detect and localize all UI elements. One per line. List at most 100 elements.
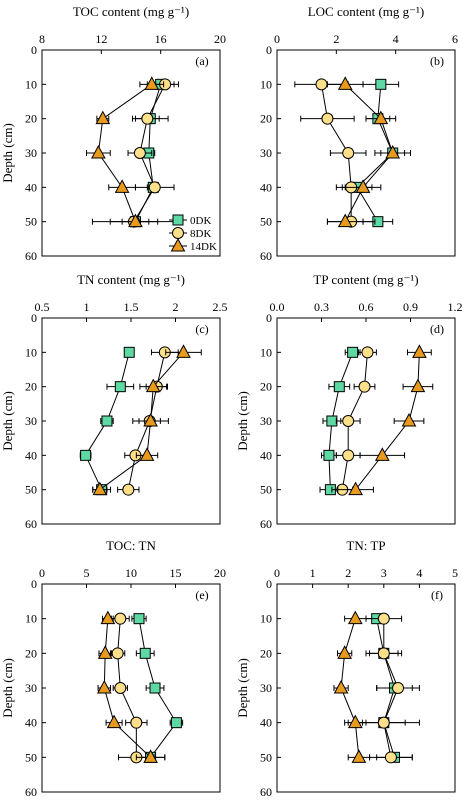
y-tick-label: 50 (260, 483, 272, 497)
y-tick-label: 60 (25, 785, 37, 799)
data-point (170, 717, 182, 729)
data-point (106, 714, 122, 729)
data-point (139, 447, 155, 461)
data-point (130, 716, 143, 729)
data-point (385, 144, 401, 159)
data-point (377, 647, 390, 660)
data-point (139, 647, 151, 659)
data-point (315, 78, 328, 91)
data-point (122, 483, 135, 496)
legend-label: 8DK (190, 228, 211, 240)
data-point (133, 147, 146, 159)
legend-label: 0DK (190, 215, 211, 227)
y-tick-label: 10 (25, 612, 37, 626)
y-tick-label: 0 (266, 577, 272, 591)
x-tick-label: 0.0 (270, 300, 285, 314)
legend-marker (172, 214, 184, 226)
x-tick-label: 2.5 (213, 300, 228, 314)
series-14DK (96, 610, 166, 763)
panel-title: TN: TP (346, 538, 385, 553)
x-tick-label: 0.6 (359, 300, 374, 314)
panel-label: (d) (430, 322, 444, 336)
data-point (114, 612, 127, 625)
panel-title: TOC: TN (106, 538, 156, 553)
y-tick-label: 40 (260, 716, 272, 730)
series-0DK (319, 346, 361, 496)
y-tick-label: 40 (25, 448, 37, 462)
data-point (149, 682, 161, 694)
y-tick-label: 30 (25, 681, 37, 695)
y-tick-label: 50 (260, 215, 272, 229)
data-point (347, 346, 359, 358)
x-tick-label: 0 (39, 566, 45, 580)
data-point (101, 415, 113, 427)
data-point (377, 612, 390, 625)
data-point (143, 749, 158, 763)
x-tick-label: 20 (214, 566, 226, 580)
y-tick-label: 20 (260, 380, 272, 394)
x-tick-label: 0 (274, 566, 280, 580)
data-point (333, 381, 345, 393)
y-tick-label: 20 (25, 646, 37, 660)
data-point (374, 447, 390, 461)
x-tick-label: 0.9 (403, 300, 418, 314)
y-tick-label: 40 (25, 180, 37, 194)
data-point (384, 751, 397, 764)
y-tick-label: 60 (260, 517, 272, 531)
data-point (148, 181, 161, 194)
series-14DK (333, 610, 371, 763)
panel-label: (c) (195, 322, 208, 336)
data-point (144, 76, 160, 90)
data-point (377, 716, 390, 729)
data-point (337, 645, 352, 659)
y-tick-label: 60 (25, 249, 37, 263)
y-tick-label: 30 (25, 146, 37, 160)
y-tick-label: 40 (260, 180, 272, 194)
x-tick-label: 16 (155, 32, 167, 46)
y-tick-label: 0 (266, 43, 272, 57)
x-tick-label: 0 (274, 32, 280, 46)
y-tick-label: 10 (260, 612, 272, 626)
series-0DK (131, 613, 184, 763)
x-tick-label: 15 (170, 566, 182, 580)
y-tick-label: 50 (25, 483, 37, 497)
data-point (145, 378, 161, 393)
data-point (412, 344, 427, 358)
data-point (342, 415, 355, 427)
y-tick-label: 60 (260, 785, 272, 799)
panel-c: TN content (mg g⁻¹) 0.5 1 1.5 2 2.5 0 10 20 30 40 5… (0, 272, 228, 531)
y-tick-label: 40 (25, 716, 37, 730)
x-tick-label: 2 (173, 300, 179, 314)
panel-title: TN content (mg g⁻¹) (77, 272, 185, 287)
x-tick-label: 1.5 (124, 300, 139, 314)
panel-a: TOC content (mg g⁻¹) 8 12 16 20 0 10 20 30 40 50 60… (0, 4, 226, 263)
data-point (141, 112, 154, 125)
data-point (337, 76, 353, 90)
y-axis-label: Depth (cm) (0, 123, 15, 183)
x-tick-label: 8 (39, 32, 45, 46)
y-tick-label: 10 (25, 77, 37, 91)
y-tick-label: 40 (260, 448, 272, 462)
y-tick-label: 0 (31, 43, 37, 57)
x-tick-label: 12 (95, 32, 107, 46)
series-14DK (86, 76, 165, 228)
data-point (323, 449, 335, 461)
data-point (114, 179, 130, 193)
series-14DK (92, 344, 202, 496)
x-tick-label: 1.2 (448, 300, 463, 314)
series-14DK (337, 344, 434, 496)
data-point (321, 112, 334, 125)
data-point (123, 346, 135, 358)
legend-label: 14DK (190, 241, 217, 253)
y-tick-label: 60 (260, 249, 272, 263)
y-tick-label: 30 (260, 414, 272, 428)
data-point (392, 682, 405, 694)
y-tick-label: 0 (31, 577, 37, 591)
y-tick-label: 50 (25, 750, 37, 764)
data-point (128, 213, 143, 228)
data-point (80, 449, 92, 461)
panel-label: (a) (195, 54, 208, 68)
series-0DK (79, 346, 135, 496)
panel-label: (e) (195, 588, 208, 602)
